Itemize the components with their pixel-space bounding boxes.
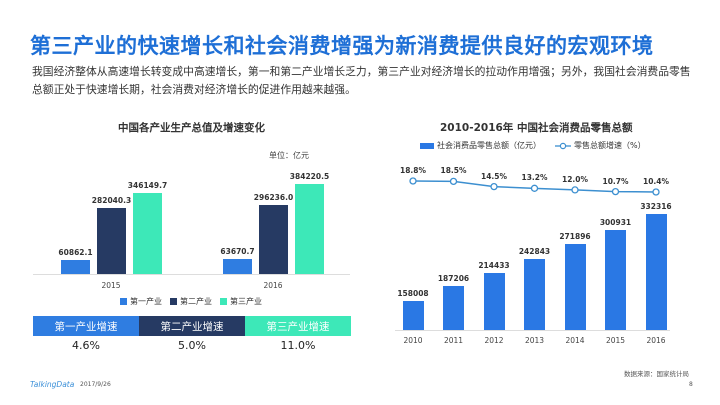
page-number: 8	[689, 381, 693, 388]
legend-item-secondary: 第二产业	[170, 296, 212, 307]
growth-table-header: 第一产业增速 第二产业增速 第三产业增速	[33, 316, 351, 336]
left-chart-title: 中国各产业生产总值及增速变化	[118, 122, 265, 134]
line-marker-icon	[555, 142, 571, 149]
data-label: 282040.3	[91, 196, 132, 205]
line-point	[611, 187, 620, 196]
data-source: 数据来源：国家统计局	[624, 370, 689, 378]
right-chart: 158008 2010 18.8% 187206 2011 18.5% 214433 2012…	[397, 165, 672, 345]
x-tick-label: 2015	[101, 281, 121, 290]
legend-label: 第二产业	[180, 297, 212, 306]
x-tick-label: 2012	[484, 336, 504, 345]
line-data-label: 13.2%	[521, 173, 548, 183]
bar	[402, 300, 424, 330]
data-label: 187206	[437, 274, 470, 284]
footer-date: 2017/9/26	[80, 381, 111, 388]
bar	[483, 272, 505, 330]
x-tick-label: 2010	[403, 336, 423, 345]
legend-swatch	[220, 298, 227, 305]
left-axis-line	[33, 274, 350, 275]
unit-label: 单位：亿元	[269, 151, 309, 160]
line-data-label: 18.5%	[440, 166, 467, 176]
line-point	[571, 186, 579, 194]
left-legend: 第一产业 第二产业 第三产业	[120, 296, 262, 307]
data-label: 384220.5	[289, 172, 330, 182]
right-legend: 社会消费品零售总额（亿元） 零售总额增速（%）	[420, 140, 646, 151]
line-point	[530, 184, 539, 192]
legend-item-retail-growth: 零售总额增速（%）	[555, 140, 646, 151]
data-label: 158008	[397, 288, 429, 298]
growth-value-secondary: 5.0%	[178, 339, 206, 352]
bar	[97, 208, 126, 274]
x-tick-label: 2015	[605, 336, 626, 345]
x-tick-label: 2016	[646, 336, 666, 345]
line-data-label: 14.5%	[480, 171, 508, 181]
line-data-label: 10.7%	[602, 176, 629, 186]
data-label: 271896	[559, 232, 591, 242]
x-tick-label: 2014	[565, 336, 585, 345]
data-label: 60862.1	[58, 247, 93, 257]
bar	[524, 258, 545, 330]
intro-paragraph: 我国经济整体从高速增长转变成中高速增长，第一和第二产业增长乏力，第三产业对经济增…	[32, 65, 691, 96]
bar	[645, 213, 667, 330]
bar	[61, 259, 90, 274]
data-label: 346149.7	[127, 181, 168, 190]
legend-label: 第一产业	[130, 297, 162, 306]
x-tick-label: 2013	[524, 336, 545, 345]
data-label: 300931	[599, 217, 632, 227]
bar	[133, 193, 162, 274]
line-data-label: 18.8%	[399, 165, 427, 175]
data-label: 296236.0	[253, 192, 294, 202]
x-tick-label: 2011	[443, 336, 464, 345]
data-label: 63670.7	[220, 247, 255, 257]
line-data-label: 10.4%	[642, 177, 670, 186]
bar	[605, 229, 626, 330]
legend-swatch	[420, 142, 434, 149]
legend-item-retail-total: 社会消费品零售总额（亿元）	[420, 140, 541, 151]
legend-label: 第三产业	[230, 297, 262, 306]
bar	[223, 259, 252, 274]
x-tick-label: 2016	[263, 281, 283, 290]
legend-swatch	[170, 298, 177, 305]
page-title: 第三产业的快速增长和社会消费增强为新消费提供良好的宏观环境	[30, 34, 654, 58]
legend-swatch	[120, 298, 127, 305]
legend-item-primary: 第一产业	[120, 296, 162, 307]
growth-header-primary: 第一产业增速	[33, 316, 139, 336]
bar	[443, 286, 464, 330]
right-axis-line	[395, 330, 670, 331]
line-point	[652, 188, 660, 196]
growth-header-secondary: 第二产业增速	[139, 316, 245, 336]
right-chart-title: 2010-2016年 中国社会消费品零售总额	[440, 122, 633, 134]
growth-table-values: 4.6% 5.0% 11.0%	[33, 339, 351, 352]
growth-header-tertiary: 第三产业增速	[245, 316, 351, 336]
bar	[564, 244, 586, 330]
bar	[259, 204, 288, 274]
growth-value-primary: 4.6%	[72, 339, 100, 352]
data-label: 332316	[640, 201, 672, 211]
talkingdata-logo: TalkingData	[30, 380, 75, 389]
growth-line-layer	[409, 177, 660, 196]
line-point	[449, 177, 458, 186]
line-point	[490, 182, 498, 191]
growth-value-tertiary: 11.0%	[280, 339, 316, 352]
bar	[295, 184, 324, 274]
data-label: 214433	[478, 260, 510, 270]
line-point	[409, 177, 417, 185]
legend-item-tertiary: 第三产业	[220, 296, 262, 307]
legend-label: 零售总额增速（%）	[574, 141, 646, 150]
legend-label: 社会消费品零售总额（亿元）	[437, 141, 541, 150]
line-data-label: 12.0%	[561, 174, 589, 184]
data-label: 242843	[518, 246, 551, 256]
left-chart: 60862.1 282040.3 346149.7 2015 63670.7 296236…	[0, 0, 360, 300]
